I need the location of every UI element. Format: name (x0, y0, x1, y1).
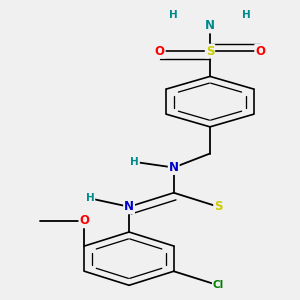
Text: H: H (169, 10, 178, 20)
Text: H: H (242, 10, 251, 20)
Text: N: N (205, 20, 215, 32)
Text: N: N (124, 200, 134, 213)
Text: O: O (255, 45, 265, 58)
Text: S: S (206, 45, 214, 58)
Text: Cl: Cl (213, 280, 224, 290)
Text: H: H (130, 157, 139, 167)
Text: O: O (80, 214, 89, 227)
Text: N: N (169, 161, 179, 174)
Text: S: S (214, 200, 223, 213)
Text: O: O (155, 45, 165, 58)
Text: H: H (85, 194, 94, 203)
